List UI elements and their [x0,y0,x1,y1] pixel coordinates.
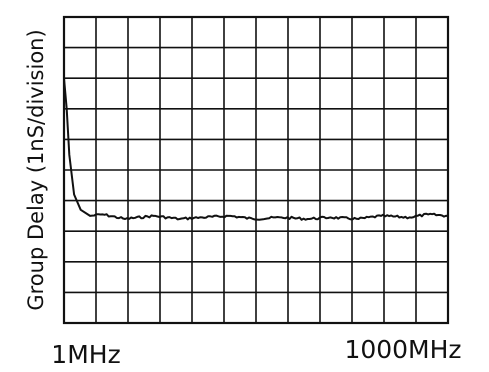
plot-frame [62,15,450,325]
y-axis-label: Group Delay (1nS/division) [24,29,48,310]
x-tick-label-start: 1MHz [51,340,120,369]
group-delay-trace [63,78,449,221]
plot-grid [64,17,448,323]
x-tick-label-end: 1000MHz [344,335,461,364]
